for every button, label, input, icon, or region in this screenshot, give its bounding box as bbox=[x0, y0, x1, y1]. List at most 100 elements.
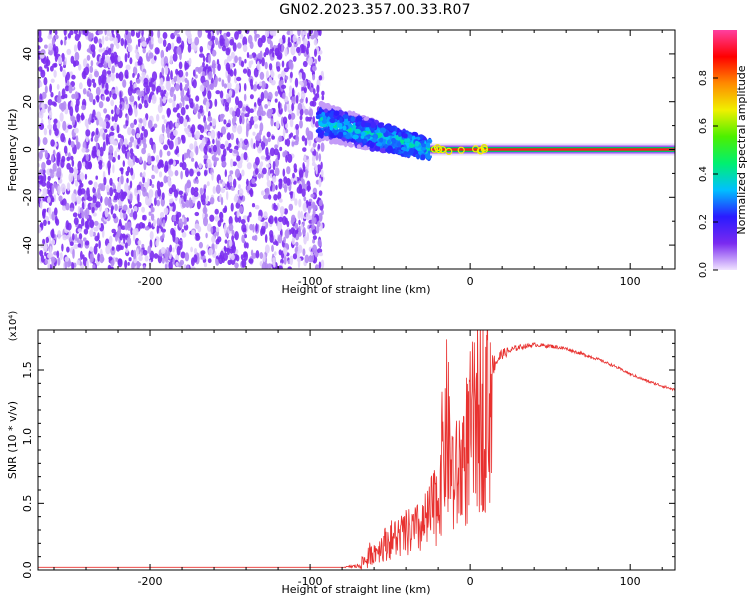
heatmap-cell bbox=[275, 241, 279, 246]
heatmap-cell bbox=[90, 44, 96, 53]
heatmap-cell bbox=[229, 69, 234, 77]
heatmap-cell bbox=[44, 85, 48, 94]
heatmap-cell bbox=[219, 143, 225, 150]
heatmap-cell bbox=[141, 206, 146, 213]
heatmap-cell bbox=[109, 266, 114, 269]
heatmap-cell bbox=[354, 128, 361, 134]
heatmap-cell bbox=[124, 101, 130, 111]
heatmap-cell bbox=[93, 181, 98, 189]
heatmap-cell bbox=[65, 74, 68, 84]
heatmap-cell bbox=[156, 217, 161, 227]
heatmap-cell bbox=[54, 215, 58, 224]
heatmap-cell bbox=[144, 255, 149, 262]
heatmap-cell bbox=[236, 210, 240, 218]
heatmap-cell bbox=[321, 210, 324, 215]
colorbar-tick-label: 0.0 bbox=[698, 262, 709, 278]
heatmap-cell bbox=[105, 82, 109, 92]
heatmap-cell bbox=[125, 120, 129, 127]
heatmap-cell bbox=[151, 94, 157, 104]
heatmap-cell bbox=[249, 94, 254, 100]
heatmap-cell bbox=[308, 201, 312, 207]
heatmap-cell bbox=[117, 190, 121, 201]
heatmap-cell bbox=[73, 44, 78, 53]
heatmap-cell bbox=[212, 144, 217, 153]
heatmap-cell bbox=[305, 97, 308, 104]
y-tick-label: 0.0 bbox=[21, 561, 34, 579]
heatmap-cell bbox=[430, 148, 675, 151]
heatmap-cell bbox=[370, 127, 375, 133]
heatmap-cell bbox=[204, 120, 208, 130]
heatmap-cell bbox=[272, 160, 276, 171]
heatmap-cell bbox=[132, 72, 135, 78]
heatmap-cell bbox=[242, 215, 248, 221]
heatmap-cell bbox=[315, 128, 323, 134]
heatmap-cell bbox=[38, 162, 41, 168]
heatmap-cell bbox=[363, 116, 370, 121]
heatmap-cell bbox=[296, 46, 301, 54]
heatmap-cell bbox=[355, 116, 363, 123]
heatmap-cell bbox=[240, 219, 246, 225]
heatmap-cell bbox=[297, 231, 302, 237]
heatmap-cell bbox=[129, 136, 134, 143]
heatmap-cell bbox=[108, 256, 113, 261]
heatmap-cell bbox=[240, 60, 245, 68]
heatmap-cell bbox=[276, 55, 282, 60]
heatmap-cell bbox=[39, 81, 43, 87]
heatmap-cell bbox=[57, 56, 63, 65]
heatmap-cell bbox=[38, 123, 45, 130]
heatmap-cell bbox=[49, 253, 54, 258]
heatmap-cell bbox=[145, 195, 149, 206]
heatmap-cell bbox=[319, 102, 326, 107]
heatmap-cell bbox=[295, 123, 299, 130]
heatmap-cell bbox=[338, 131, 344, 138]
heatmap-cell bbox=[375, 142, 383, 147]
heatmap-cell bbox=[315, 114, 321, 120]
heatmap-cell bbox=[435, 146, 443, 154]
heatmap-cell bbox=[356, 144, 362, 149]
heatmap-cell bbox=[226, 31, 231, 37]
heatmap-cell bbox=[186, 188, 190, 193]
heatmap-cell bbox=[47, 175, 51, 181]
heatmap-cell bbox=[54, 128, 59, 137]
heatmap-cell bbox=[208, 40, 213, 46]
y-tick-label: 0.5 bbox=[21, 495, 34, 513]
heatmap-cell bbox=[118, 71, 124, 82]
heatmap-cell bbox=[86, 260, 89, 269]
heatmap-cell bbox=[46, 180, 51, 190]
heatmap-cell bbox=[63, 145, 68, 154]
heatmap-cell bbox=[272, 108, 276, 114]
heatmap-cell bbox=[139, 172, 143, 178]
heatmap-cell bbox=[136, 30, 139, 33]
heatmap-cell bbox=[207, 54, 211, 64]
heatmap-cell bbox=[318, 30, 322, 37]
heatmap-cell bbox=[88, 180, 93, 186]
heatmap-cell bbox=[47, 196, 51, 203]
heatmap-cell bbox=[176, 46, 182, 55]
heatmap-cell bbox=[107, 242, 113, 250]
heatmap-cell bbox=[252, 223, 255, 233]
heatmap-cell bbox=[152, 144, 156, 154]
heatmap-cell bbox=[236, 42, 242, 49]
heatmap-cell bbox=[149, 239, 153, 249]
heatmap-cell bbox=[269, 169, 275, 175]
heatmap-cell bbox=[247, 34, 253, 45]
heatmap-cell bbox=[320, 169, 324, 178]
heatmap-cell bbox=[215, 184, 221, 194]
heatmap-cell bbox=[172, 107, 178, 113]
heatmap-cell bbox=[273, 262, 276, 268]
heatmap-cell bbox=[131, 128, 136, 136]
heatmap-cell bbox=[172, 247, 175, 253]
heatmap-cell bbox=[223, 32, 228, 40]
heatmap-cell bbox=[253, 115, 259, 122]
heatmap-cell bbox=[225, 69, 228, 79]
heatmap-cell bbox=[193, 254, 198, 263]
heatmap-cell bbox=[168, 98, 173, 104]
heatmap-cell bbox=[299, 119, 303, 129]
heatmap-cell bbox=[141, 125, 145, 132]
heatmap-cell bbox=[184, 127, 188, 132]
heatmap-cell bbox=[229, 240, 233, 247]
heatmap-cell bbox=[312, 229, 317, 235]
heatmap-cell bbox=[374, 145, 381, 152]
heatmap-cell bbox=[196, 200, 201, 210]
heatmap-cell bbox=[157, 30, 161, 39]
